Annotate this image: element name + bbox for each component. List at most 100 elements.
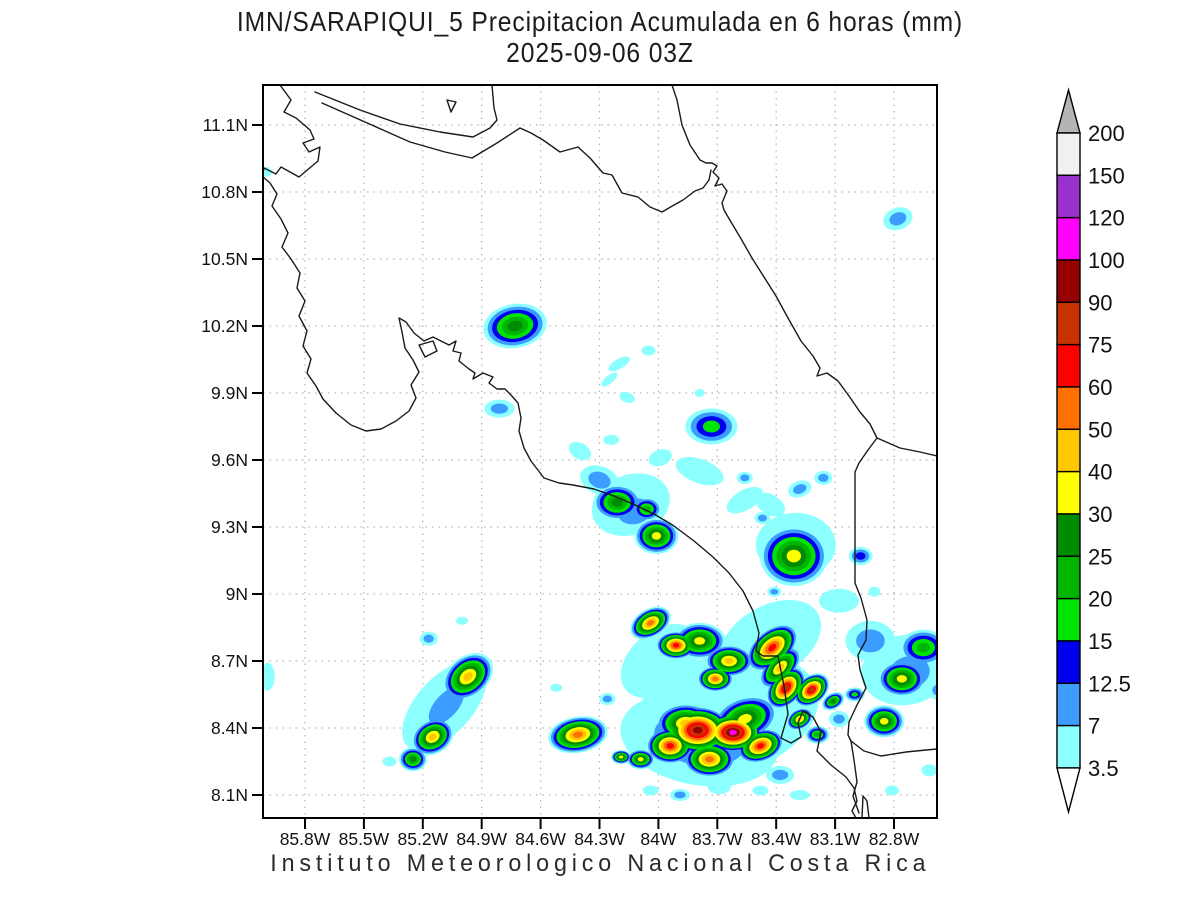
lat-tick-label: 9.3N (211, 517, 248, 537)
precip-cell (729, 729, 737, 736)
precip-cell (490, 403, 508, 414)
precip-cell (724, 657, 734, 665)
colorbar-segment (1056, 301, 1081, 346)
precip-cell (619, 392, 635, 403)
lat-tick-label: 8.1N (211, 785, 248, 805)
colorbar-segment (1056, 132, 1081, 177)
panama-pacific-coastline (850, 740, 937, 757)
precip-cell (830, 699, 836, 704)
precip-cell (921, 764, 937, 777)
nicaragua-border-lake-south-shore (321, 102, 712, 213)
precip-cell (675, 457, 724, 486)
colorbar-segment (1056, 513, 1081, 557)
precip-cell (702, 420, 720, 433)
precip-cell (693, 726, 703, 734)
lon-tick-label: 84.9W (456, 829, 507, 849)
lat-tick-label: 11.1N (203, 115, 248, 135)
lake-nicaragua-north-shore (314, 85, 498, 138)
colorbar-segment (1056, 428, 1081, 473)
precip-cell (932, 684, 937, 696)
precip-cell (666, 743, 674, 749)
colorbar-segment (1056, 640, 1081, 684)
lat-tick-label: 10.8N (201, 182, 248, 202)
lon-tick-label: 85.2W (398, 829, 449, 849)
footer-caption: Instituto Meteorologico Nacional Costa R… (270, 850, 931, 877)
precip-cell (889, 212, 907, 226)
precip-cell (672, 643, 680, 648)
colorbar-label: 7 (1088, 714, 1100, 739)
precip-cell (833, 714, 845, 724)
precip-cell (263, 662, 275, 691)
colorbar-segment (1056, 216, 1081, 261)
colorbar-label: 20 (1088, 587, 1112, 612)
lat-tick-label: 10.2N (201, 316, 248, 336)
precip-cell (935, 638, 937, 648)
precip-cell (572, 731, 584, 738)
precip-cell (916, 642, 931, 653)
lon-tick-label: 85.5W (339, 829, 390, 849)
lon-tick-label: 82.8W (869, 829, 920, 849)
precip-cell (456, 616, 469, 625)
colorbar-label: 25 (1088, 544, 1112, 569)
precip-cell (602, 695, 612, 703)
precip-cell (409, 756, 417, 763)
lat-tick-label: 10.5N (201, 249, 248, 269)
precip-cell (808, 687, 815, 693)
colorbar-label: 75 (1088, 333, 1112, 358)
gulf-islet-outline (418, 340, 438, 358)
colorbar-label: 3.5 (1088, 756, 1119, 781)
colorbar-segment (1056, 386, 1081, 431)
pacific-coastline (263, 85, 858, 818)
colorbar-label: 120 (1088, 206, 1125, 231)
colorbar-segment (1056, 597, 1081, 642)
precip-cell (507, 320, 523, 332)
colorbar-under-arrow (1056, 767, 1081, 815)
colorbar-segment (1056, 174, 1081, 219)
colorbar-label: 60 (1088, 375, 1112, 400)
caribbean-coast-and-panama-border (671, 85, 878, 814)
precip-cell (755, 492, 786, 517)
precip-cell (651, 532, 662, 540)
lon-tick-label: 83.1W (810, 829, 861, 849)
lon-tick-label: 83.4W (751, 829, 802, 849)
precip-cell (712, 676, 719, 682)
precip-cell (618, 755, 624, 759)
lon-tick-label: 83.7W (692, 829, 743, 849)
precip-cell (637, 757, 644, 762)
precip-cell (768, 643, 777, 652)
precip-cell (601, 372, 618, 387)
chart-subtitle-datetime: 2025-09-06 03Z (506, 37, 694, 68)
precip-cell (855, 552, 866, 560)
punta-burica-coastline (861, 795, 870, 818)
lat-tick-label: 9.6N (211, 450, 248, 470)
precip-cell (737, 714, 752, 725)
colorbar-label: 15 (1088, 629, 1112, 654)
precip-cell (789, 789, 810, 800)
precip-cell (382, 756, 397, 767)
colorbar-label: 90 (1088, 290, 1112, 315)
precip-cell (868, 586, 881, 597)
precip-cell (756, 743, 765, 749)
precip-cell (550, 683, 563, 692)
precip-cell (814, 732, 821, 738)
colorbar-label: 30 (1088, 502, 1112, 527)
lat-tick-label: 9N (226, 584, 248, 604)
colorbar-label: 50 (1088, 417, 1112, 442)
precip-cell (428, 733, 437, 741)
precip-cell (647, 620, 655, 626)
lon-tick-label: 84.3W (574, 829, 625, 849)
lat-tick-label: 8.7N (211, 651, 248, 671)
colorbar-label: 200 (1088, 121, 1125, 146)
colorbar-label: 150 (1088, 163, 1125, 188)
colorbar-segment (1056, 470, 1081, 515)
colorbar-segment (1056, 682, 1081, 727)
precip-cell (851, 692, 859, 697)
precip-cell (819, 588, 860, 613)
panama-caribbean-coastline (876, 437, 937, 457)
lon-tick-label: 84.6W (515, 829, 566, 849)
colorbar-label: 12.5 (1088, 671, 1131, 696)
precip-cell (588, 471, 611, 489)
precip-cell (938, 636, 957, 651)
